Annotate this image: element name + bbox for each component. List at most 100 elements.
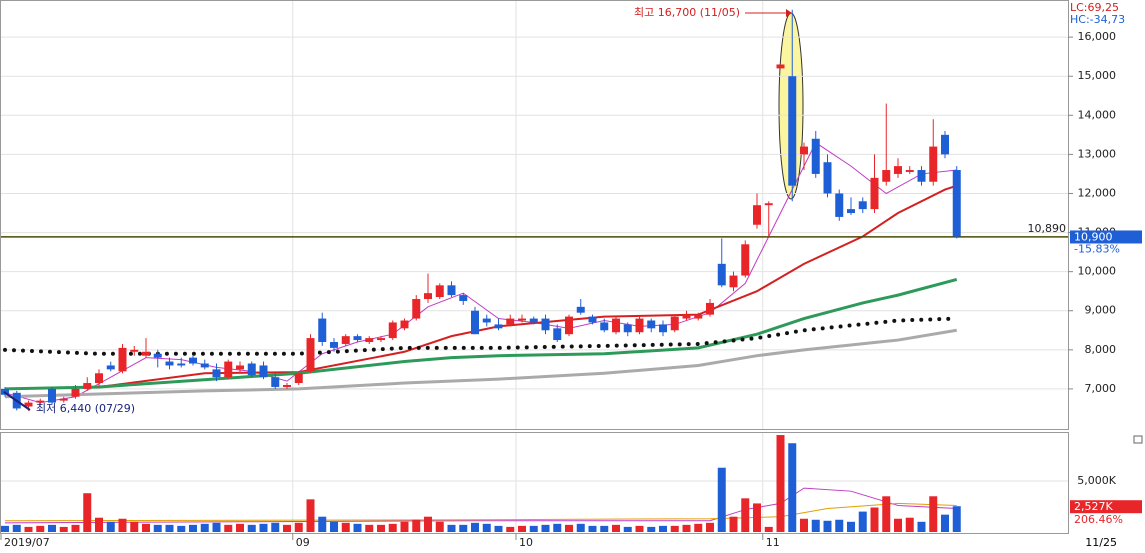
volume-bar [59,526,68,532]
volume-panel [0,432,1069,534]
last-volume-box [1070,500,1142,514]
candle-body [858,201,867,210]
candle-body [189,357,197,364]
volume-bar [541,524,550,532]
candle-body [917,170,926,182]
candle-body [882,170,891,182]
volume-bar [71,524,80,532]
x-tick-label: 11 [766,536,780,549]
candle-body [894,166,902,174]
y-tick-label: 16,000 [1078,30,1117,43]
candle-body [694,314,703,319]
candle-body [36,400,45,403]
y-tick-label: 13,000 [1078,147,1117,160]
volume-bar [400,521,409,532]
volume-bar [459,524,468,532]
candle-body [130,349,139,352]
volume-bar [941,514,949,532]
candle-body [59,398,68,401]
candle-body [447,285,456,296]
volume-bar [729,516,738,532]
volume-bar [142,523,150,532]
volume-bar [905,517,914,532]
candle-body [800,146,808,155]
volume-bar [435,521,444,532]
candle-body [365,338,374,343]
volume-bar [870,507,879,532]
volume-bar [306,499,315,532]
annotation: 최고 16,700 (11/05) [634,6,740,19]
volume-bar [576,523,585,532]
annotation-arrow [3,391,31,411]
volume-bar [341,522,350,532]
volume-bar [717,467,726,532]
candle-body [952,170,961,237]
candle-body [377,338,385,341]
volume-bar [330,521,338,532]
candle-body [788,76,797,186]
candle-body [177,363,186,366]
candle-body [435,285,444,298]
volume-bar [494,525,503,532]
volume-bar [565,524,573,532]
candle-body [471,310,479,335]
last-volume-change: 206.46% [1074,513,1123,526]
candle-body [142,351,150,356]
price-line-label: 10,890 [1028,222,1067,235]
candle-body [48,388,56,403]
panel-button[interactable] [1133,435,1143,444]
volume-bar [788,443,797,532]
volume-bar [894,518,902,532]
candle-body [482,318,491,323]
volume-bar [506,526,515,532]
y-tick-label: 15,000 [1078,69,1117,82]
candle-body [776,64,785,69]
candle-body [353,336,362,341]
volume-bar [259,523,268,532]
candle-body [224,361,233,378]
volume-bar [529,525,538,532]
candle-body [823,162,832,194]
last-price: 10,900 [1074,230,1113,243]
candle-body [565,316,573,335]
volume-bar [224,524,233,532]
candle-body [729,275,738,288]
candle-body [870,177,879,210]
volume-bar [106,521,115,532]
candle-body [670,316,679,331]
lc-label: LC:69,25 [1070,1,1119,14]
volume-bar [200,523,209,532]
candle-body [811,138,820,174]
price-panel [0,0,1069,430]
candle-body [682,314,691,319]
y-tick-label: 7,000 [1085,382,1117,395]
volume-bar [447,524,456,532]
volume-bar [518,525,526,532]
volume-bar [623,526,632,532]
volume-bar [553,523,562,532]
candle-body [623,324,632,333]
annotation: 최저 6,440 (07/29) [36,402,135,415]
volume-bar [670,525,679,532]
candle-body [553,328,562,341]
volume-bar [694,523,703,532]
candle-body [529,318,538,323]
volume-bar [318,516,327,532]
candle-body [118,347,127,372]
candle-body [153,353,162,358]
y-tick-label: 5,000K [1077,474,1116,487]
volume-bar [412,519,421,532]
volume-bar [95,517,103,532]
candle-body [659,324,667,333]
volume-bar [83,493,92,532]
candle-body [929,146,938,182]
candle-body [847,209,855,214]
candle-body [259,365,268,378]
volume-bar [882,496,891,532]
candle-body [83,383,92,389]
candle-body [741,244,750,276]
volume-bar [811,519,820,532]
volume-bar [165,524,174,532]
